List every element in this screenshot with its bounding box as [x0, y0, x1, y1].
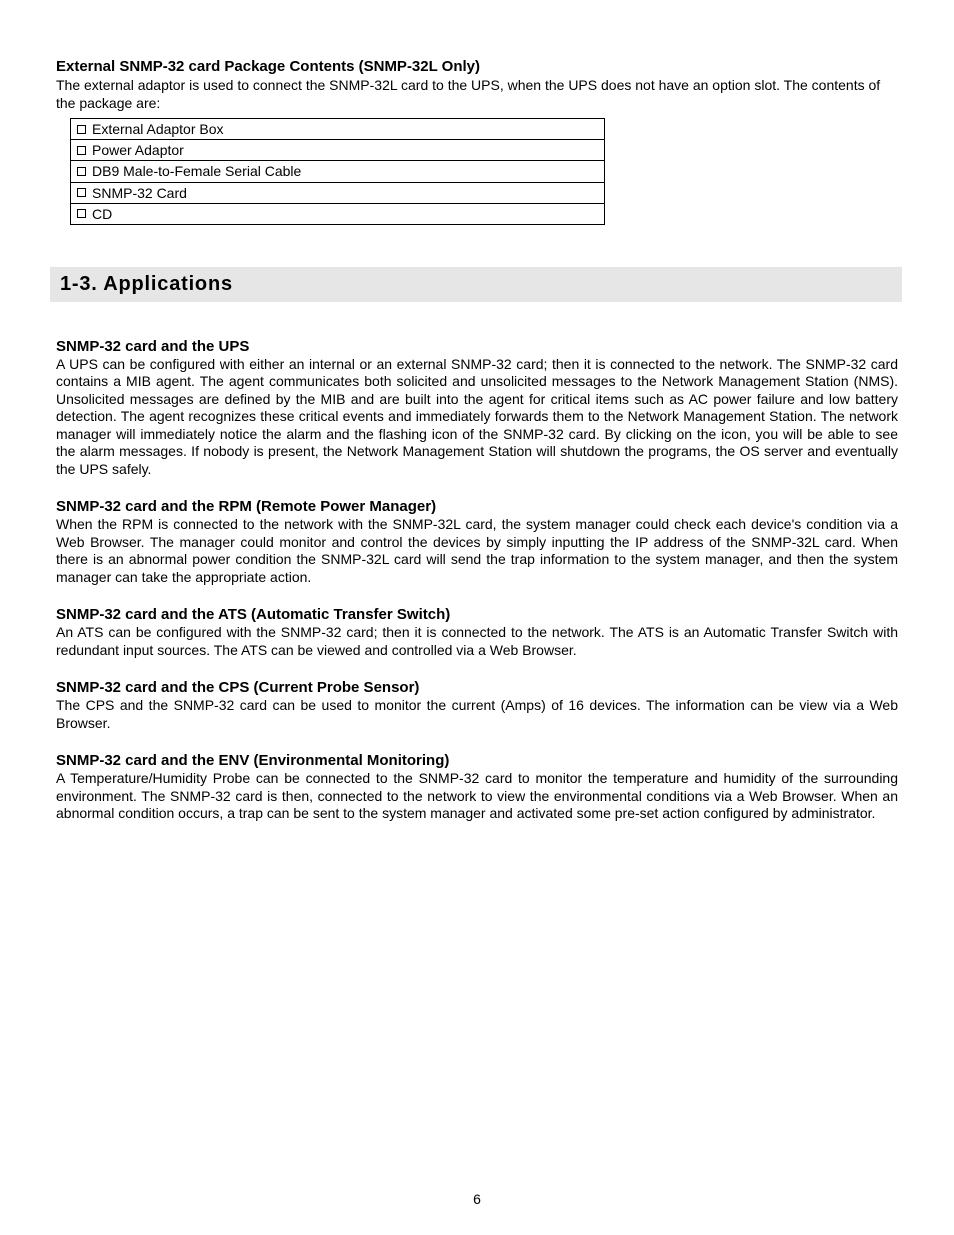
contents-item-label: SNMP-32 Card [92, 184, 187, 202]
subsection-body: A UPS can be configured with either an i… [56, 356, 898, 479]
contents-item-label: DB9 Male-to-Female Serial Cable [92, 162, 301, 180]
contents-item-label: CD [92, 205, 112, 223]
contents-item-label: External Adaptor Box [92, 120, 224, 138]
table-row: External Adaptor Box [71, 119, 605, 140]
table-row: Power Adaptor [71, 140, 605, 161]
subsection-heading: SNMP-32 card and the ENV (Environmental … [56, 752, 898, 769]
package-contents-heading: External SNMP-32 card Package Contents (… [56, 58, 898, 75]
contents-item-cell: DB9 Male-to-Female Serial Cable [71, 161, 605, 182]
page-number: 6 [0, 1191, 954, 1207]
subsection-body: A Temperature/Humidity Probe can be conn… [56, 770, 898, 823]
checkbox-icon [77, 188, 86, 197]
table-row: DB9 Male-to-Female Serial Cable [71, 161, 605, 182]
subsection-heading: SNMP-32 card and the RPM (Remote Power M… [56, 498, 898, 515]
subsection-body: The CPS and the SNMP-32 card can be used… [56, 697, 898, 732]
checkbox-icon [77, 209, 86, 218]
section-heading-bar: 1-3. Applications [50, 267, 902, 302]
subsection-body: When the RPM is connected to the network… [56, 516, 898, 586]
section-heading-1-3: 1-3. Applications [60, 273, 892, 296]
package-contents-table: External Adaptor Box Power Adaptor DB9 Mal… [70, 118, 605, 225]
document-page: External SNMP-32 card Package Contents (… [0, 0, 954, 1235]
table-row: CD [71, 203, 605, 224]
checkbox-icon [77, 125, 86, 134]
subsection-heading: SNMP-32 card and the UPS [56, 338, 898, 355]
checkbox-icon [77, 167, 86, 176]
contents-item-cell: External Adaptor Box [71, 119, 605, 140]
checkbox-icon [77, 146, 86, 155]
subsection-heading: SNMP-32 card and the ATS (Automatic Tran… [56, 606, 898, 623]
contents-item-cell: SNMP-32 Card [71, 182, 605, 203]
subsection-body: An ATS can be configured with the SNMP-3… [56, 624, 898, 659]
contents-item-cell: Power Adaptor [71, 140, 605, 161]
subsection-heading: SNMP-32 card and the CPS (Current Probe … [56, 679, 898, 696]
package-contents-intro: The external adaptor is used to connect … [56, 77, 898, 112]
contents-item-cell: CD [71, 203, 605, 224]
contents-item-label: Power Adaptor [92, 141, 184, 159]
table-row: SNMP-32 Card [71, 182, 605, 203]
